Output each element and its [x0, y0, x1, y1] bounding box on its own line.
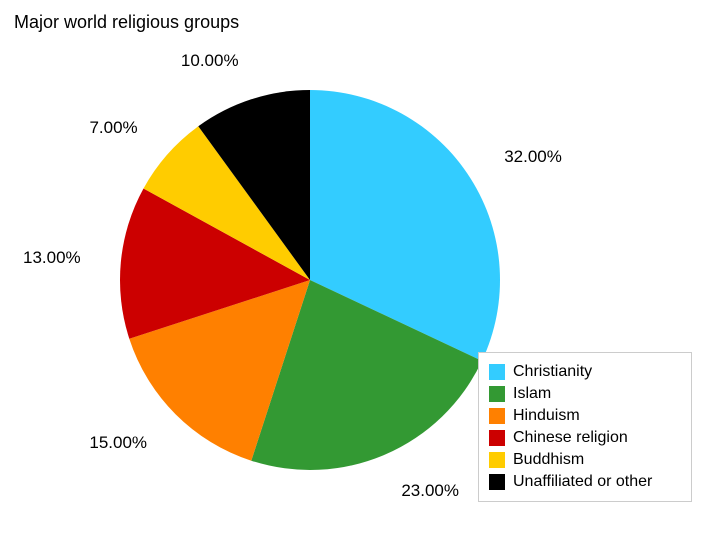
slice-label: 10.00%: [181, 51, 239, 71]
legend-swatch: [489, 386, 505, 402]
slice-label: 13.00%: [23, 248, 81, 268]
legend-item: Chinese religion: [489, 429, 681, 447]
legend-label: Islam: [513, 385, 551, 403]
legend-item: Hinduism: [489, 407, 681, 425]
legend-swatch: [489, 430, 505, 446]
legend: Christianity Islam Hinduism Chinese religio…: [478, 352, 692, 502]
legend-item: Christianity: [489, 363, 681, 381]
legend-label: Buddhism: [513, 451, 584, 469]
legend-swatch: [489, 408, 505, 424]
legend-item: Unaffiliated or other: [489, 473, 681, 491]
slice-label: 32.00%: [504, 147, 562, 167]
slice-label: 23.00%: [401, 481, 459, 501]
legend-label: Hinduism: [513, 407, 580, 425]
legend-swatch: [489, 364, 505, 380]
legend-item: Islam: [489, 385, 681, 403]
legend-label: Christianity: [513, 363, 592, 381]
legend-label: Unaffiliated or other: [513, 473, 652, 491]
slice-label: 15.00%: [89, 433, 147, 453]
legend-swatch: [489, 452, 505, 468]
legend-swatch: [489, 474, 505, 490]
legend-label: Chinese religion: [513, 429, 628, 447]
legend-item: Buddhism: [489, 451, 681, 469]
slice-label: 7.00%: [89, 118, 137, 138]
